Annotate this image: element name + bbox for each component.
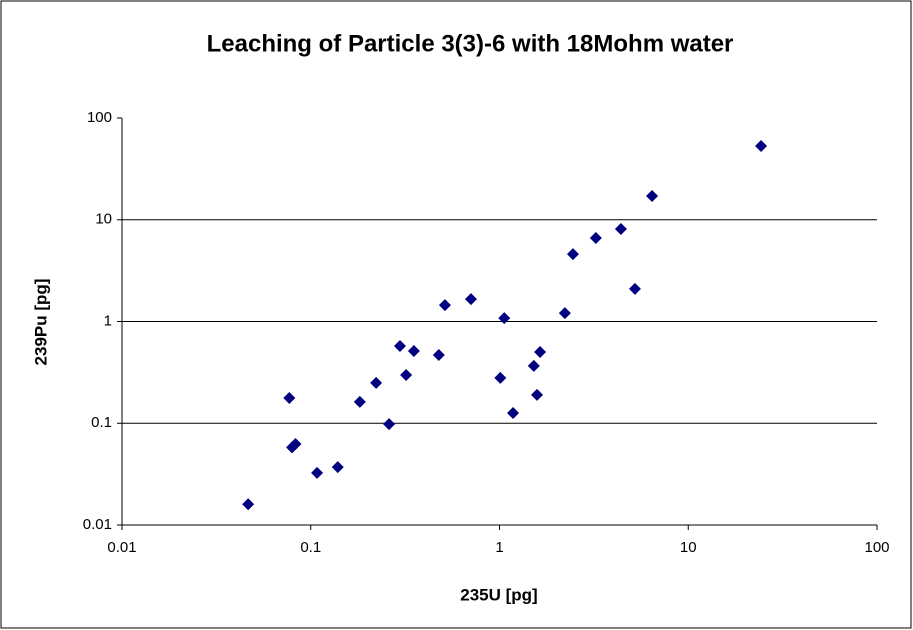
point — [558, 307, 571, 320]
point — [289, 438, 302, 451]
point — [393, 340, 406, 353]
x-tick-label: 10 — [680, 539, 697, 556]
point — [383, 418, 396, 431]
point — [464, 293, 477, 306]
y-tick-label: 0.01 — [83, 516, 112, 533]
x-axis-title: 235U [pg] — [460, 585, 537, 604]
point — [242, 498, 255, 511]
point — [353, 395, 366, 408]
point — [498, 312, 511, 325]
y-axis-title: 239Pu [pg] — [31, 279, 50, 366]
point — [311, 466, 324, 479]
point — [628, 282, 641, 295]
point — [407, 344, 420, 357]
point — [283, 392, 296, 405]
point — [331, 461, 344, 474]
point — [755, 140, 768, 153]
point — [589, 231, 602, 244]
point — [527, 359, 540, 372]
point — [370, 376, 383, 389]
point — [534, 346, 547, 359]
point — [494, 371, 507, 384]
point — [614, 223, 627, 236]
y-tick-label: 0.1 — [91, 414, 112, 431]
point — [438, 299, 451, 312]
point — [432, 348, 445, 361]
point — [646, 190, 659, 203]
x-tick-label: 0.01 — [107, 539, 136, 556]
y-tick-label: 10 — [95, 211, 112, 228]
point — [507, 407, 520, 420]
point — [566, 248, 579, 261]
y-tick-label: 100 — [87, 109, 112, 126]
x-tick-label: 1 — [495, 539, 503, 556]
point — [530, 388, 543, 401]
point — [400, 368, 413, 381]
chart-title: Leaching of Particle 3(3)-6 with 18Mohm … — [207, 30, 734, 57]
x-tick-label: 100 — [864, 539, 889, 556]
y-tick-label: 1 — [104, 312, 112, 329]
x-tick-label: 0.1 — [300, 539, 321, 556]
